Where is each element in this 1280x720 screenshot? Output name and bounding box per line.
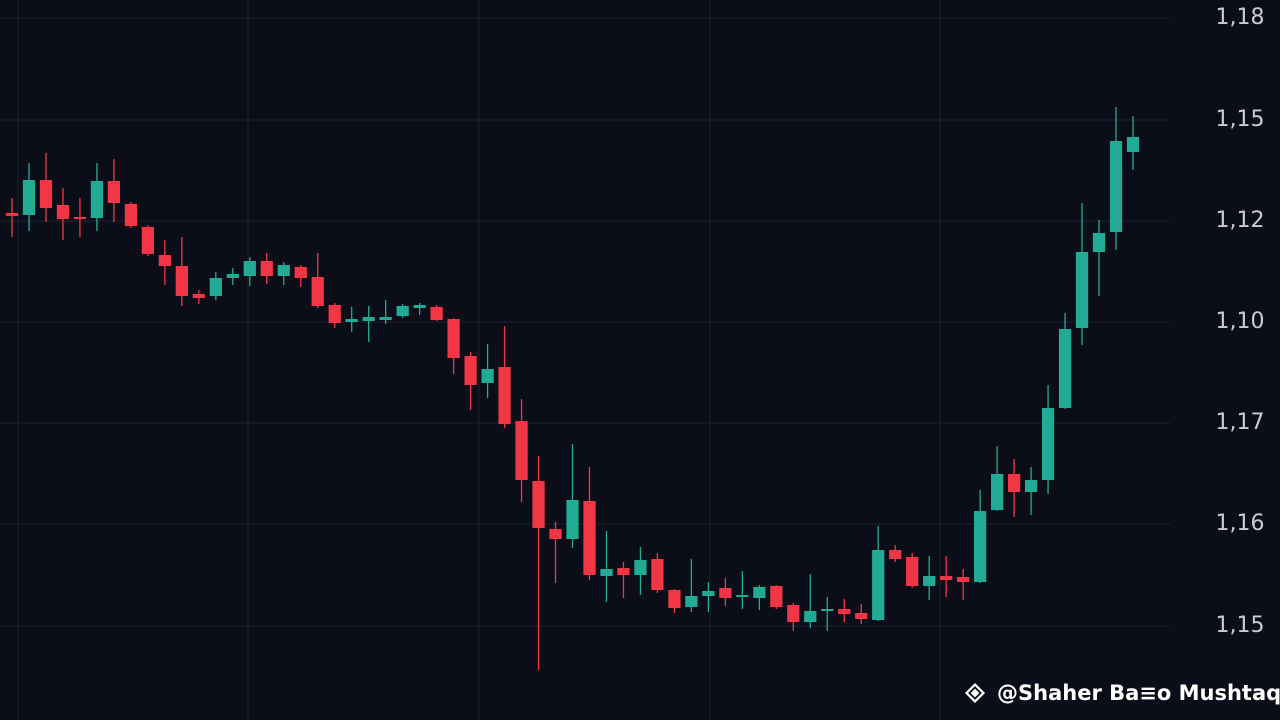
candle-body: [464, 356, 477, 385]
candle-body: [243, 261, 256, 276]
candle-body: [719, 588, 732, 598]
candle-body: [923, 576, 936, 586]
candle-body: [753, 587, 766, 598]
candle-body: [957, 577, 970, 582]
candle-body: [1075, 252, 1089, 328]
candle-body: [345, 319, 358, 322]
candle-body: [447, 319, 460, 358]
candle-body: [906, 557, 919, 586]
candle-body: [5, 213, 19, 216]
candle-body: [821, 609, 834, 611]
candle-body: [787, 605, 800, 622]
candle-body: [974, 511, 987, 582]
candle-body: [73, 217, 87, 219]
candle-body: [481, 369, 494, 383]
candle-body: [702, 591, 715, 596]
candle-body: [362, 317, 375, 321]
candle-body: [192, 294, 205, 298]
candle-body: [838, 609, 851, 614]
candle-body: [583, 501, 596, 575]
plot: [0, 17, 1170, 670]
candle-body: [1058, 329, 1072, 408]
candle-body: [685, 596, 698, 607]
candle-body: [56, 205, 70, 219]
candle-body: [311, 277, 324, 306]
y-tick-label: 1,15: [1216, 107, 1265, 132]
candle-body: [158, 255, 171, 266]
candle-body: [396, 306, 409, 316]
y-tick-label: 1,16: [1216, 511, 1265, 536]
candle-body: [379, 317, 392, 320]
candle-body: [566, 500, 579, 539]
candle-body: [1092, 233, 1106, 252]
candle-body: [1041, 408, 1055, 480]
candle-body: [634, 560, 647, 575]
candle-body: [124, 204, 138, 226]
candle-body: [617, 568, 630, 575]
candle-body: [175, 266, 188, 296]
candle-body: [855, 613, 868, 619]
candle-body: [226, 274, 239, 278]
watermark-icon: [964, 682, 986, 704]
candle-body: [294, 267, 307, 278]
candle-body: [651, 559, 664, 590]
candle-body: [736, 595, 749, 597]
candle-body: [141, 227, 154, 254]
candle-body: [277, 265, 290, 276]
candle-body: [532, 481, 545, 528]
candle-body: [1109, 141, 1123, 232]
candle-body: [39, 180, 53, 208]
candle-body: [22, 180, 36, 215]
y-tick-label: 1,17: [1216, 410, 1265, 435]
candle-body: [549, 529, 562, 539]
candle-body: [991, 474, 1004, 510]
candle-body: [107, 181, 121, 203]
candle-body: [1126, 137, 1140, 152]
candle-body: [328, 305, 341, 323]
y-tick-label: 1,15: [1216, 613, 1265, 638]
candle-body: [430, 307, 443, 320]
candle-body: [260, 261, 273, 276]
candle-body: [209, 278, 222, 296]
watermark: @Shaher Ba≡o Mushtaq: [997, 681, 1280, 705]
candle-body: [90, 181, 104, 218]
candle-body: [668, 590, 681, 608]
candle-body: [498, 367, 511, 424]
candle-body: [1007, 474, 1021, 492]
candle-body: [600, 569, 613, 576]
candle-body: [804, 611, 817, 622]
candle-body: [1024, 480, 1038, 492]
candle-body: [940, 576, 953, 580]
candle-body: [413, 305, 426, 308]
candle-body: [515, 421, 528, 480]
candle-body: [770, 586, 783, 607]
y-tick-label: 1,10: [1216, 309, 1265, 334]
y-tick-label: 1,18: [1216, 5, 1265, 30]
candle-body: [889, 550, 902, 559]
candle-body: [872, 550, 885, 620]
y-tick-label: 1,12: [1216, 208, 1265, 233]
